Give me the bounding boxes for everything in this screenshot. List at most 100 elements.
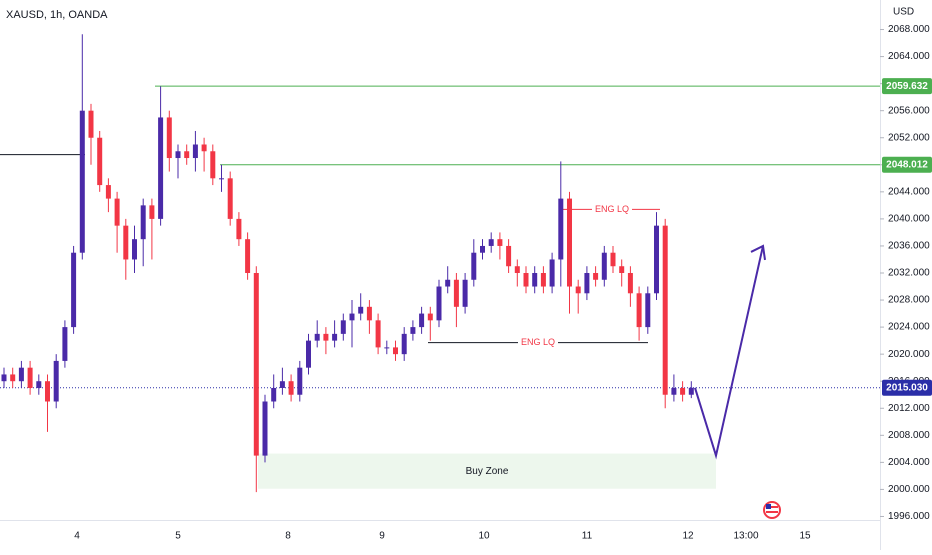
candle-body: [671, 387, 677, 395]
candle-body: [366, 306, 372, 321]
price-label: 2059.632: [886, 81, 928, 92]
candle-body: [18, 367, 24, 382]
x-tick-label: 11: [582, 531, 593, 542]
price-label-box: [882, 156, 932, 173]
annotation-label: ENG LQ: [521, 337, 555, 347]
candle-body: [79, 110, 85, 253]
x-tick-label: 8: [285, 531, 291, 542]
candle-body: [166, 117, 172, 159]
chart-title: XAUSD, 1h, OANDA: [6, 9, 108, 21]
y-tick-label: 2064.000: [888, 51, 930, 62]
candle-body: [71, 252, 77, 328]
x-tick-label: 5: [175, 531, 181, 542]
candle-body: [549, 259, 555, 287]
candle-body: [1, 374, 7, 382]
x-tick-label: 13:00: [733, 531, 758, 542]
buy-zone: [258, 453, 716, 489]
candle-body: [123, 225, 129, 260]
candle-body: [393, 347, 398, 355]
candle-body: [645, 293, 651, 328]
candle-body: [306, 340, 311, 368]
y-tick-label: 2004.000: [888, 457, 930, 468]
annotation-label: ENG LQ: [595, 204, 629, 214]
candle-body: [323, 333, 329, 341]
candle-body: [375, 320, 381, 348]
price-label-box: [882, 78, 932, 95]
candle-body: [627, 273, 633, 294]
candle-body: [245, 239, 251, 273]
candle-body: [610, 252, 616, 267]
candle-body: [132, 239, 137, 260]
y-tick-label: 2036.000: [888, 241, 930, 252]
candle-body: [654, 225, 659, 294]
candle-body: [636, 293, 642, 328]
candle-body: [210, 151, 216, 179]
price-label: 2048.012: [886, 159, 928, 170]
candle-body: [279, 381, 285, 388]
candle-body: [688, 387, 694, 395]
candle-body: [314, 333, 320, 341]
candle-body: [88, 110, 94, 138]
y-tick-label: 2032.000: [888, 268, 930, 279]
y-tick-label: 2044.000: [888, 186, 930, 197]
candle-body: [332, 333, 338, 341]
candle-body: [349, 313, 355, 321]
x-tick-label: 9: [379, 531, 385, 542]
axis-unit: USD: [893, 7, 914, 18]
candle-body: [297, 367, 303, 395]
y-tick-label: 2024.000: [888, 322, 930, 333]
candle-body: [453, 279, 459, 307]
y-tick-label: 2068.000: [888, 24, 930, 35]
candle-body: [584, 273, 590, 294]
candle-body: [419, 313, 425, 328]
flag-icon: [763, 501, 781, 519]
candle-body: [227, 178, 233, 219]
candle-body: [480, 245, 485, 253]
candle-body: [427, 313, 433, 321]
arrow-head: [750, 244, 766, 261]
candle-body: [175, 151, 181, 159]
candle-body: [567, 198, 572, 287]
y-tick-label: 2020.000: [888, 349, 930, 360]
y-tick-label: 2012.000: [888, 403, 930, 414]
candle-body: [593, 273, 599, 280]
candle-body: [158, 117, 164, 219]
y-tick-label: 2040.000: [888, 214, 930, 225]
price-label-box: [882, 379, 932, 396]
candle-body: [540, 273, 546, 287]
candle-body: [471, 252, 477, 280]
candle-body: [532, 273, 538, 287]
x-tick-label: 12: [682, 531, 694, 542]
candle-body: [384, 347, 390, 349]
candle-body: [53, 360, 59, 402]
candle-body: [462, 279, 468, 307]
candle-body: [575, 286, 581, 294]
candle-body: [358, 306, 364, 314]
candle-body: [201, 144, 207, 152]
candle-body: [488, 239, 494, 246]
candle-body: [514, 266, 520, 273]
y-tick-label: 2000.000: [888, 484, 930, 495]
candle-body: [36, 381, 42, 388]
candle-body: [114, 198, 120, 226]
candle-body: [253, 273, 259, 456]
x-tick-label: 15: [799, 531, 811, 542]
candle-body: [340, 320, 346, 334]
candle-body: [62, 327, 68, 361]
x-tick-label: 4: [74, 531, 80, 542]
candle-body: [105, 185, 111, 199]
y-tick-label: 2056.000: [888, 105, 930, 116]
y-tick-label: 2052.000: [888, 132, 930, 143]
candle-body: [45, 381, 50, 402]
candle-body: [97, 137, 103, 186]
buy-zone-label: Buy Zone: [466, 466, 509, 477]
price-label: 2015.030: [886, 382, 928, 393]
candle-body: [619, 266, 625, 273]
candle-body: [601, 252, 607, 280]
x-tick-label: 10: [478, 531, 490, 542]
candle-body: [558, 198, 564, 260]
candle-body: [662, 225, 668, 395]
candle-body: [401, 333, 407, 355]
